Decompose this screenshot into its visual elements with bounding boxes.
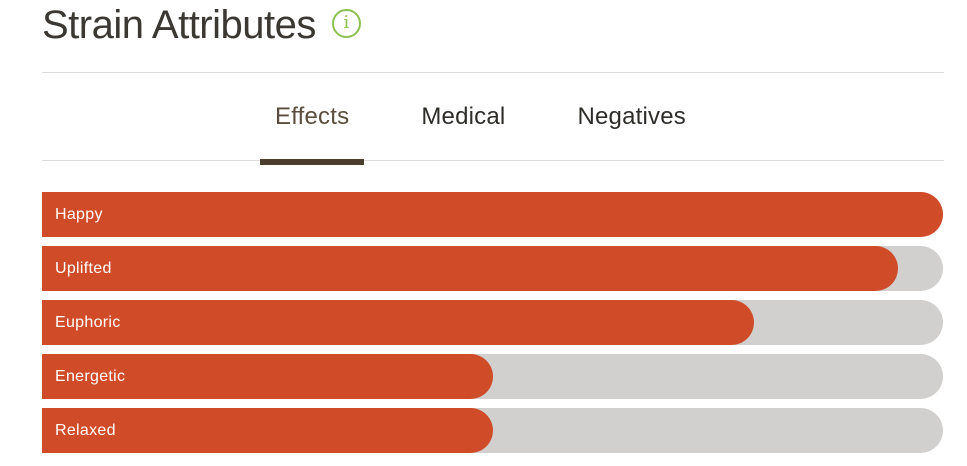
bar-label: Happy xyxy=(55,205,103,223)
bar-label: Euphoric xyxy=(55,313,121,331)
bar-track-relaxed: Relaxed xyxy=(42,408,943,453)
strain-attributes-widget: Strain Attributes i Effects Medical Nega… xyxy=(42,0,944,453)
effects-bar-chart: Happy Uplifted Euphoric Energetic xyxy=(42,192,944,453)
bar-label: Uplifted xyxy=(55,259,112,277)
bar-track-energetic: Energetic xyxy=(42,354,943,399)
tab-effects[interactable]: Effects xyxy=(260,73,365,165)
bar-row: Relaxed xyxy=(42,408,944,453)
bar-track-uplifted: Uplifted xyxy=(42,246,943,291)
bar-fill-energetic: Energetic xyxy=(42,354,493,399)
bar-label: Relaxed xyxy=(55,421,116,439)
header: Strain Attributes i xyxy=(42,0,944,73)
tab-negatives[interactable]: Negatives xyxy=(562,73,701,161)
bar-fill-euphoric: Euphoric xyxy=(42,300,754,345)
bar-row: Energetic xyxy=(42,354,944,399)
bar-row: Uplifted xyxy=(42,246,944,291)
bar-fill-uplifted: Uplifted xyxy=(42,246,898,291)
tab-bar: Effects Medical Negatives xyxy=(42,73,944,165)
bar-row: Happy xyxy=(42,192,944,237)
bar-fill-relaxed: Relaxed xyxy=(42,408,493,453)
bar-row: Euphoric xyxy=(42,300,944,345)
bar-track-euphoric: Euphoric xyxy=(42,300,943,345)
bar-fill-happy: Happy xyxy=(42,192,943,237)
info-icon[interactable]: i xyxy=(331,9,361,38)
bar-label: Energetic xyxy=(55,367,126,385)
page-title: Strain Attributes xyxy=(42,3,316,47)
tab-medical[interactable]: Medical xyxy=(406,73,520,161)
bar-track-happy: Happy xyxy=(42,192,943,237)
